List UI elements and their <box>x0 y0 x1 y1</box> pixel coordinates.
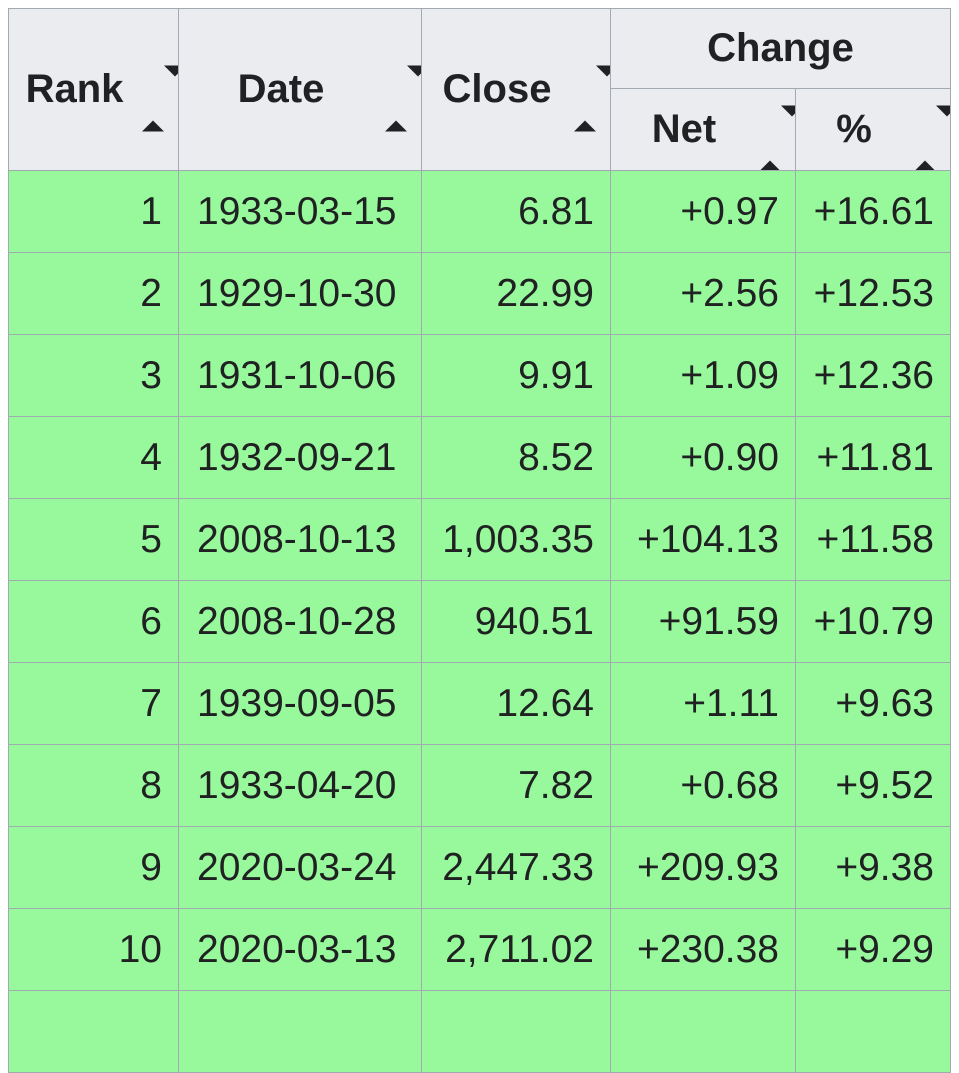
table-row: 8 1933-04-20 7.82 +0.68 +9.52 <box>8 744 951 827</box>
rank-cell: 7 <box>8 662 179 745</box>
net-change-cell: +1.09 <box>610 334 796 417</box>
column-group-header-change: Change <box>610 8 951 89</box>
rank-cell: 1 <box>8 170 179 253</box>
rank-cell: 5 <box>8 498 179 581</box>
close-cell: 2,447.33 <box>421 826 611 909</box>
close-cell: 22.99 <box>421 252 611 335</box>
net-change-cell: +209.93 <box>610 826 796 909</box>
rank-cell: 10 <box>8 908 179 991</box>
table-row: 6 2008-10-28 940.51 +91.59 +10.79 <box>8 580 951 663</box>
table-row: 1 1933-03-15 6.81 +0.97 +16.61 <box>8 170 951 253</box>
date-cell <box>178 990 422 1073</box>
net-change-cell: +0.68 <box>610 744 796 827</box>
date-cell: 2020-03-13 <box>178 908 422 991</box>
date-cell: 2020-03-24 <box>178 826 422 909</box>
column-header-net-label: Net <box>651 107 717 151</box>
date-cell: 1931-10-06 <box>178 334 422 417</box>
table-row: 9 2020-03-24 2,447.33 +209.93 +9.38 <box>8 826 951 909</box>
column-header-percent-label: % <box>836 107 872 151</box>
close-cell: 1,003.35 <box>421 498 611 581</box>
close-cell: 9.91 <box>421 334 611 417</box>
column-header-close[interactable]: Close <box>421 8 611 171</box>
net-change-cell: +104.13 <box>610 498 796 581</box>
sort-arrows-icon[interactable] <box>574 65 610 131</box>
column-group-change-label: Change <box>707 26 854 70</box>
sortable-gains-table-container: Rank Date Close Change Net <box>8 8 951 1073</box>
sort-arrows-icon[interactable] <box>759 105 795 170</box>
close-cell: 6.81 <box>421 170 611 253</box>
net-change-cell: +230.38 <box>610 908 796 991</box>
percent-change-cell: +9.63 <box>795 662 951 745</box>
date-cell: 1933-04-20 <box>178 744 422 827</box>
date-cell: 1933-03-15 <box>178 170 422 253</box>
column-header-percent[interactable]: % <box>795 88 951 171</box>
net-change-cell <box>610 990 796 1073</box>
rank-cell: 4 <box>8 416 179 499</box>
percent-change-cell <box>795 990 951 1073</box>
table-body-overflow <box>8 990 951 1073</box>
close-cell <box>421 990 611 1073</box>
column-header-rank-label: Rank <box>25 67 124 111</box>
close-cell: 2,711.02 <box>421 908 611 991</box>
rank-cell: 2 <box>8 252 179 335</box>
table-header: Rank Date Close Change Net <box>8 8 951 171</box>
rank-cell: 8 <box>8 744 179 827</box>
close-cell: 940.51 <box>421 580 611 663</box>
table-row: 7 1939-09-05 12.64 +1.11 +9.63 <box>8 662 951 745</box>
percent-change-cell: +9.29 <box>795 908 951 991</box>
table-row: 4 1932-09-21 8.52 +0.90 +11.81 <box>8 416 951 499</box>
percent-change-cell: +12.53 <box>795 252 951 335</box>
net-change-cell: +0.90 <box>610 416 796 499</box>
rank-cell: 3 <box>8 334 179 417</box>
date-cell: 2008-10-13 <box>178 498 422 581</box>
column-header-net[interactable]: Net <box>610 88 796 171</box>
rank-cell: 9 <box>8 826 179 909</box>
date-cell: 1929-10-30 <box>178 252 422 335</box>
percent-change-cell: +9.52 <box>795 744 951 827</box>
table-row: 3 1931-10-06 9.91 +1.09 +12.36 <box>8 334 951 417</box>
close-cell: 12.64 <box>421 662 611 745</box>
sort-arrows-icon[interactable] <box>142 65 178 131</box>
column-header-close-label: Close <box>442 67 552 111</box>
rank-cell: 6 <box>8 580 179 663</box>
percent-change-cell: +16.61 <box>795 170 951 253</box>
percent-change-cell: +9.38 <box>795 826 951 909</box>
sort-arrows-icon[interactable] <box>385 65 421 131</box>
close-cell: 7.82 <box>421 744 611 827</box>
table-row: 2 1929-10-30 22.99 +2.56 +12.53 <box>8 252 951 335</box>
percent-change-cell: +11.58 <box>795 498 951 581</box>
column-header-date-label: Date <box>237 67 325 111</box>
date-cell: 1932-09-21 <box>178 416 422 499</box>
largest-daily-gains-table: Rank Date Close Change Net <box>8 8 951 1073</box>
percent-change-cell: +12.36 <box>795 334 951 417</box>
column-header-rank[interactable]: Rank <box>8 8 179 171</box>
sort-arrows-icon[interactable] <box>914 105 950 170</box>
net-change-cell: +1.11 <box>610 662 796 745</box>
rank-cell <box>8 990 179 1073</box>
net-change-cell: +91.59 <box>610 580 796 663</box>
close-cell: 8.52 <box>421 416 611 499</box>
net-change-cell: +2.56 <box>610 252 796 335</box>
column-header-date[interactable]: Date <box>178 8 422 171</box>
date-cell: 1939-09-05 <box>178 662 422 745</box>
percent-change-cell: +11.81 <box>795 416 951 499</box>
net-change-cell: +0.97 <box>610 170 796 253</box>
table-row-partial <box>8 990 951 1073</box>
date-cell: 2008-10-28 <box>178 580 422 663</box>
percent-change-cell: +10.79 <box>795 580 951 663</box>
table-row: 5 2008-10-13 1,003.35 +104.13 +11.58 <box>8 498 951 581</box>
table-row: 10 2020-03-13 2,711.02 +230.38 +9.29 <box>8 908 951 991</box>
table-body: 1 1933-03-15 6.81 +0.97 +16.61 2 1929-10… <box>8 170 951 991</box>
